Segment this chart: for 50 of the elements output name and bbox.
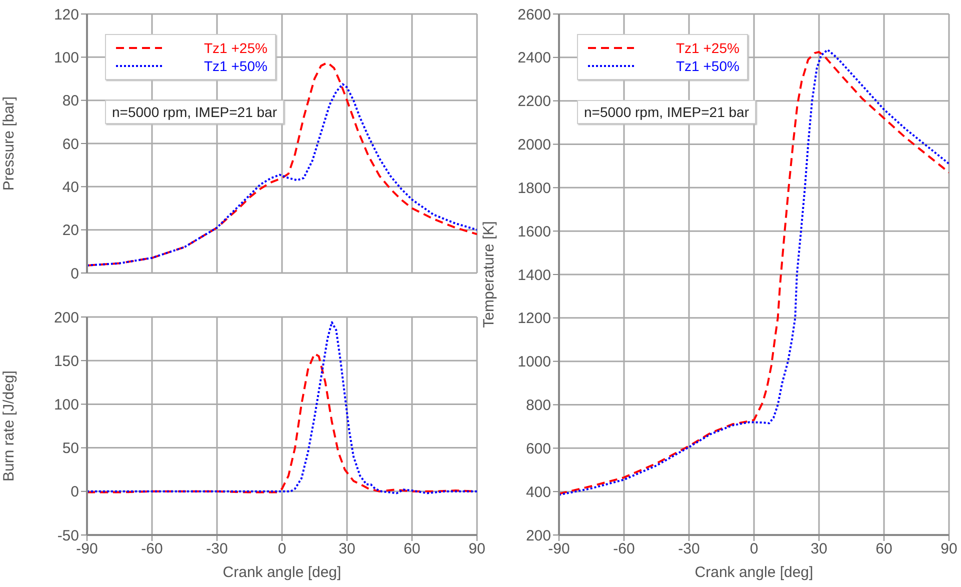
y-tick-label: 1800 xyxy=(518,180,551,197)
x-tick-label: 60 xyxy=(876,540,892,558)
legend: Tz1 +25% Tz1 +50% xyxy=(105,34,276,80)
y-tick-label: 0 xyxy=(70,265,79,282)
y-tick-label: 20 xyxy=(62,222,79,240)
annotation: n=5000 rpm, IMEP=21 bar xyxy=(577,100,756,124)
y-tick-label: 200 xyxy=(54,309,79,326)
y-tick-label: 200 xyxy=(526,527,551,544)
y-axis-title: Burn rate [J/deg] xyxy=(0,370,18,482)
y-tick-label: 1600 xyxy=(518,223,551,240)
y-tick-label: 2400 xyxy=(518,50,551,67)
y-tick-label: 100 xyxy=(54,49,79,66)
x-tick-label: -90 xyxy=(548,540,570,558)
x-tick-label: 0 xyxy=(278,540,286,558)
x-axis-title: Crank angle [deg] xyxy=(222,564,342,581)
y-tick-label: 1400 xyxy=(518,266,551,284)
legend: Tz1 +25% Tz1 +50% xyxy=(577,34,748,80)
annotation: n=5000 rpm, IMEP=21 bar xyxy=(105,100,284,124)
y-tick-label: 0 xyxy=(70,484,79,501)
x-tick-label: 60 xyxy=(404,540,420,558)
x-tick-label: 90 xyxy=(468,540,486,558)
y-tick-label: 150 xyxy=(54,352,79,370)
x-tick-label: -60 xyxy=(141,540,163,558)
y-tick-label: 60 xyxy=(62,136,79,153)
y-tick-label: 400 xyxy=(526,484,551,501)
x-tick-label: -60 xyxy=(613,540,635,558)
y-tick-label: 1000 xyxy=(518,354,551,371)
x-tick-label: -30 xyxy=(678,540,700,558)
x-tick-label: 30 xyxy=(338,540,356,558)
x-tick-label: 90 xyxy=(940,540,958,558)
y-tick-label: 600 xyxy=(526,440,551,458)
x-axis-title: Crank angle [deg] xyxy=(694,564,814,581)
y-tick-label: 40 xyxy=(62,178,79,196)
y-tick-label: 1200 xyxy=(518,310,551,328)
y-tick-label: 120 xyxy=(54,6,79,24)
y-tick-label: 2600 xyxy=(518,6,551,24)
x-tick-label: -30 xyxy=(206,540,228,558)
line-series xyxy=(87,321,477,494)
y-tick-label: 50 xyxy=(62,440,79,458)
y-tick-label: 80 xyxy=(62,92,79,110)
y-tick-label: 100 xyxy=(54,396,79,414)
y-tick-label: 2200 xyxy=(518,93,551,110)
y-tick-label: -50 xyxy=(57,527,79,544)
y-axis-title: Temperature [K] xyxy=(480,221,498,328)
y-tick-label: 800 xyxy=(526,397,551,414)
x-tick-label: -90 xyxy=(76,540,98,558)
y-tick-label: 2000 xyxy=(518,136,551,154)
x-tick-label: 0 xyxy=(750,540,758,558)
y-axis-title: Pressure [bar] xyxy=(0,96,18,191)
x-tick-label: 30 xyxy=(810,540,828,558)
